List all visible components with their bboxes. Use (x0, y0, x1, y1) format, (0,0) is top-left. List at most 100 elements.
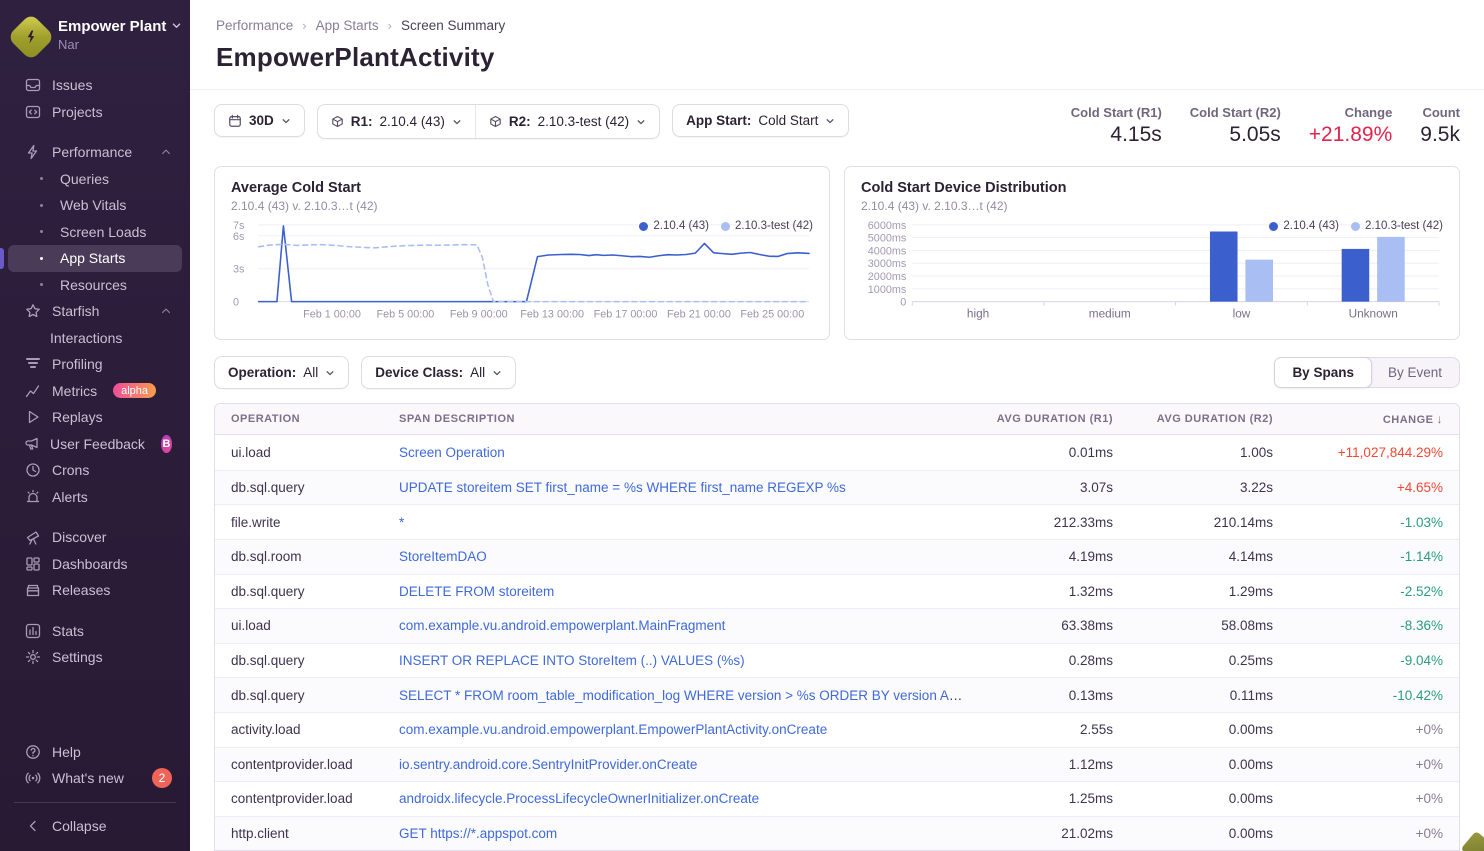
svg-text:0: 0 (900, 297, 906, 309)
span-description-link[interactable]: INSERT OR REPLACE INTO StoreItem (..) VA… (399, 653, 745, 669)
sidebar-item-label: Dashboards (52, 555, 128, 572)
avg-duration-r1-cell: 1.12ms (979, 746, 1129, 782)
span-description-link[interactable]: com.example.vu.android.empowerplant.Empo… (399, 722, 828, 738)
date-range-button[interactable]: 30D (214, 104, 305, 137)
sidebar-item-web-vitals[interactable]: Web Vitals (8, 192, 182, 219)
span-description-link[interactable]: UPDATE storeitem SET first_name = %s WHE… (399, 480, 846, 496)
device-distribution-panel: Cold Start Device Distribution 2.10.4 (43… (844, 166, 1460, 341)
svg-text:Feb 5 00:00: Feb 5 00:00 (376, 308, 434, 320)
sidebar-item-alerts[interactable]: Alerts (8, 484, 182, 511)
avg-duration-r1-cell: 0.13ms (979, 677, 1129, 712)
device-class-filter-button[interactable]: Device Class: All (361, 356, 517, 390)
sidebar-item-help[interactable]: Help (8, 739, 182, 766)
column-header-operation[interactable]: OPERATION (215, 404, 383, 436)
change-cell: -9.04% (1289, 642, 1459, 678)
span-description-link[interactable]: * (399, 514, 405, 530)
bullet-icon (32, 283, 50, 286)
stats-icon (24, 623, 42, 639)
sidebar-item-label: Web Vitals (60, 197, 127, 214)
release-r1-label: R1: (350, 114, 373, 129)
avg-duration-r1-cell: 2.55s (979, 711, 1129, 747)
discover-icon (24, 529, 42, 545)
avg-duration-r2-cell: 4.14ms (1129, 538, 1289, 574)
sidebar-item-screen-loads[interactable]: Screen Loads (8, 219, 182, 246)
svg-text:Feb 25 00:00: Feb 25 00:00 (740, 308, 804, 320)
bullet-icon (32, 177, 50, 180)
operation-filter-value: All (303, 365, 319, 381)
sidebar-item-releases[interactable]: Releases (8, 577, 182, 604)
span-description-link[interactable]: com.example.vu.android.empowerplant.Main… (399, 618, 726, 634)
sidebar-item-replays[interactable]: Replays (8, 404, 182, 431)
chevron-down-icon (171, 18, 182, 37)
column-header-avg-duration-r2[interactable]: AVG DURATION (R2) (1129, 404, 1289, 436)
sidebar-item-interactions[interactable]: Interactions (8, 325, 182, 352)
table-row: file.write * 212.33ms 210.14ms -1.03% (215, 504, 1459, 539)
breadcrumb-performance[interactable]: Performance (216, 18, 294, 33)
span-description-link[interactable]: androidx.lifecycle.ProcessLifecycleOwner… (399, 791, 760, 807)
column-header-change[interactable]: CHANGE ↓ (1289, 404, 1459, 436)
sidebar-item-collapse[interactable]: Collapse (8, 813, 182, 840)
replays-icon (24, 409, 42, 425)
column-header-avg-duration-r1[interactable]: AVG DURATION (R1) (979, 404, 1129, 436)
release-compare-group: R1: 2.10.4 (43) R2: 2.10.3-test (42) (316, 104, 661, 139)
sidebar-item-what-s-new[interactable]: What's new 2 (8, 765, 182, 792)
span-description-cell: com.example.vu.android.empowerplant.Empo… (383, 711, 979, 747)
toggle-by-event[interactable]: By Event (1387, 365, 1442, 381)
breadcrumb-app-starts[interactable]: App Starts (315, 18, 379, 33)
sidebar-nav: Issues Projects Performance Queries Web Vita… (0, 66, 190, 739)
sidebar-item-resources[interactable]: Resources (8, 272, 182, 299)
sidebar-item-user-feedback[interactable]: User Feedback B (8, 431, 182, 458)
sidebar-item-label: Settings (52, 649, 103, 666)
sidebar-item-label: Issues (52, 77, 93, 94)
legend-label: 2.10.4 (43) (1283, 220, 1340, 232)
sidebar-item-crons[interactable]: Crons (8, 457, 182, 484)
legend-label: 2.10.3-test (42) (735, 220, 813, 232)
operation-filter-button[interactable]: Operation: All (214, 356, 350, 390)
sidebar-item-label: Queries (60, 170, 110, 187)
release-r2-value: 2.10.3-test (42) (537, 114, 630, 129)
sidebar: Empower Plant Nar Issues Projects Performa… (0, 0, 190, 851)
app-start-type-button[interactable]: App Start: Cold Start (672, 104, 850, 137)
svg-text:Feb 17 00:00: Feb 17 00:00 (594, 308, 658, 320)
operation-cell: file.write (215, 504, 383, 539)
span-description-link[interactable]: GET https://*.appspot.com (399, 826, 558, 842)
svg-text:Unknown: Unknown (1349, 306, 1398, 320)
sidebar-item-performance[interactable]: Performance (8, 139, 182, 166)
release-r2-button[interactable]: R2: 2.10.3-test (42) (474, 105, 659, 138)
org-switcher[interactable]: Empower Plant Nar (0, 12, 190, 66)
span-description-link[interactable]: SELECT * FROM room_table_modification_lo… (399, 687, 968, 703)
span-description-cell: SELECT * FROM room_table_modification_lo… (383, 677, 979, 712)
avg-duration-r2-cell: 58.08ms (1129, 608, 1289, 643)
span-description-link[interactable]: DELETE FROM storeitem (399, 583, 555, 599)
avg-duration-r2-cell: 210.14ms (1129, 504, 1289, 539)
sidebar-item-profiling[interactable]: Profiling (8, 351, 182, 378)
content: 30D R1: 2.10.4 (43) R2: 2.10.3-test (42) (190, 90, 1484, 851)
sidebar-item-discover[interactable]: Discover (8, 524, 182, 551)
sidebar-item-queries[interactable]: Queries (8, 166, 182, 193)
svg-text:6000ms: 6000ms (868, 220, 907, 232)
column-header-span-description[interactable]: SPAN DESCRIPTION (383, 404, 979, 436)
svg-text:Feb 21 00:00: Feb 21 00:00 (667, 308, 731, 320)
sidebar-item-issues[interactable]: Issues (8, 72, 182, 99)
sidebar-item-stats[interactable]: Stats (8, 618, 182, 645)
sidebar-item-starfish[interactable]: Starfish (8, 298, 182, 325)
sidebar-item-settings[interactable]: Settings (8, 644, 182, 671)
svg-text:5000ms: 5000ms (868, 233, 907, 245)
release-r1-button[interactable]: R1: 2.10.4 (43) (318, 105, 475, 138)
sidebar-item-metrics[interactable]: Metrics alpha (8, 378, 182, 405)
span-description-cell: INSERT OR REPLACE INTO StoreItem (..) VA… (383, 642, 979, 678)
span-description-link[interactable]: Screen Operation (399, 444, 505, 460)
sidebar-item-app-starts[interactable]: App Starts (0, 245, 182, 272)
toggle-by-spans[interactable]: By Spans (1274, 357, 1372, 389)
release-icon (489, 115, 502, 128)
change-cell: -1.14% (1289, 538, 1459, 574)
table-row: ui.load com.example.vu.android.empowerpla… (215, 608, 1459, 643)
sidebar-item-projects[interactable]: Projects (8, 99, 182, 126)
span-description-link[interactable]: io.sentry.android.core.SentryInitProvide… (399, 756, 698, 772)
sidebar-item-dashboards[interactable]: Dashboards (8, 551, 182, 578)
sidebar-item-label: Alerts (52, 488, 88, 505)
operation-cell: db.sql.query (215, 677, 383, 712)
span-description-link[interactable]: StoreItemDAO (399, 549, 487, 565)
